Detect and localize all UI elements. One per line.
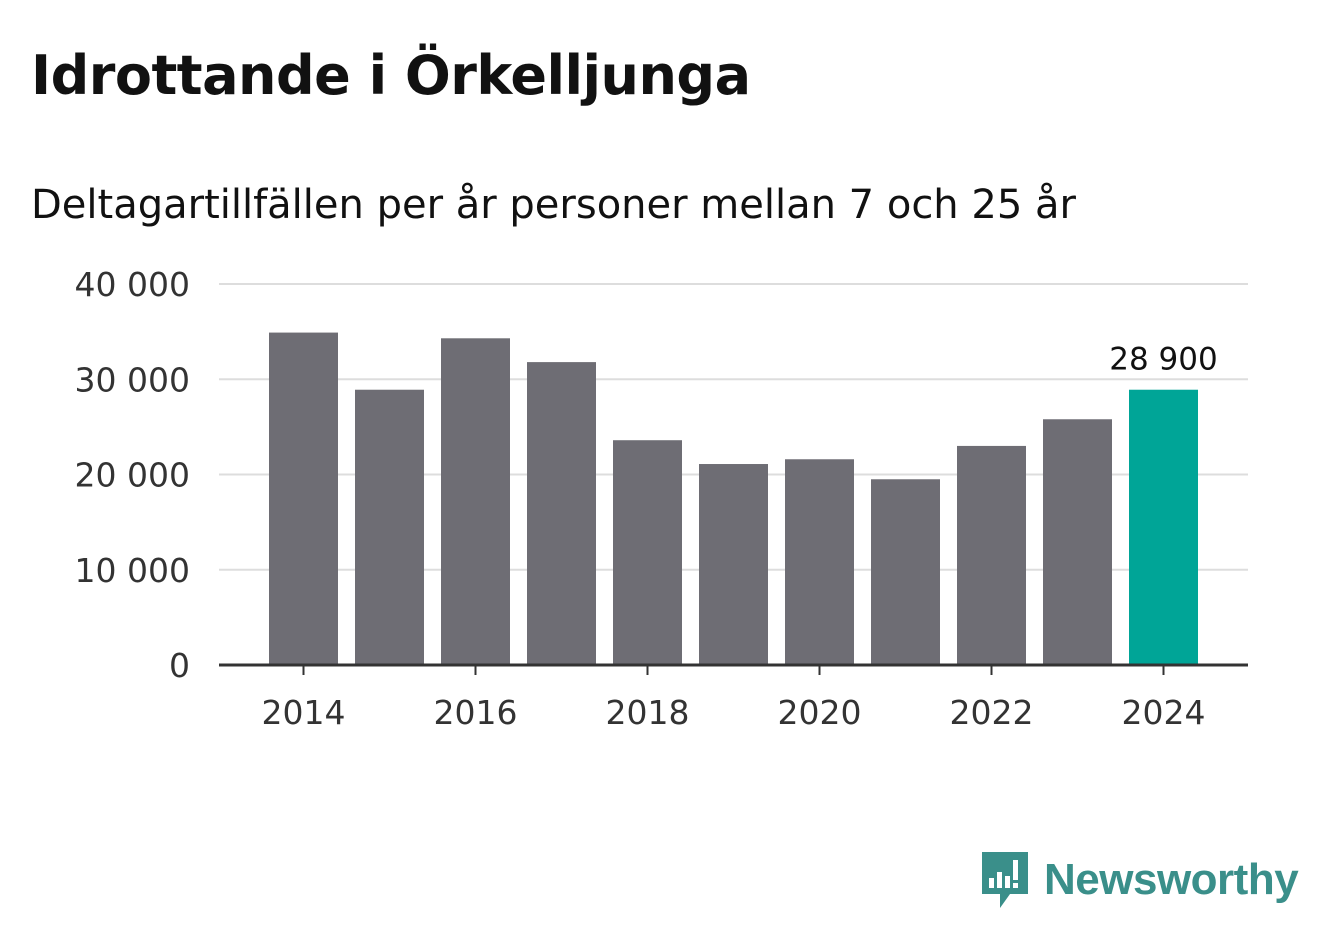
bar — [269, 332, 338, 665]
bar — [1043, 419, 1112, 665]
bar — [871, 479, 940, 665]
y-tick-label: 10 000 — [75, 551, 190, 590]
x-tick-label: 2020 — [778, 693, 862, 732]
y-tick-label: 20 000 — [75, 456, 190, 495]
bar — [355, 389, 424, 665]
bar-highlight — [1129, 389, 1198, 665]
x-tick-label: 2014 — [262, 693, 346, 732]
bar — [699, 464, 768, 665]
newsworthy-logo: Newsworthy — [980, 850, 1299, 910]
bar — [957, 445, 1026, 665]
chart-title: Idrottande i Örkelljunga — [31, 44, 751, 107]
y-tick-label: 40 000 — [75, 265, 190, 304]
x-tick-label: 2016 — [434, 693, 518, 732]
bar — [441, 338, 510, 665]
x-tick-label: 2018 — [606, 693, 690, 732]
data-label: 28 900 — [1109, 342, 1217, 378]
bar — [527, 362, 596, 665]
brand-name: Newsworthy — [1044, 855, 1299, 904]
x-tick-label: 2024 — [1122, 693, 1206, 732]
bar — [785, 459, 854, 665]
x-tick-label: 2022 — [950, 693, 1034, 732]
bar — [613, 440, 682, 665]
y-tick-label: 0 — [169, 646, 190, 685]
y-tick-label: 30 000 — [75, 360, 190, 399]
chart-subtitle: Deltagartillfällen per år personer mella… — [31, 182, 1076, 228]
newsworthy-logo-icon — [982, 852, 1028, 908]
